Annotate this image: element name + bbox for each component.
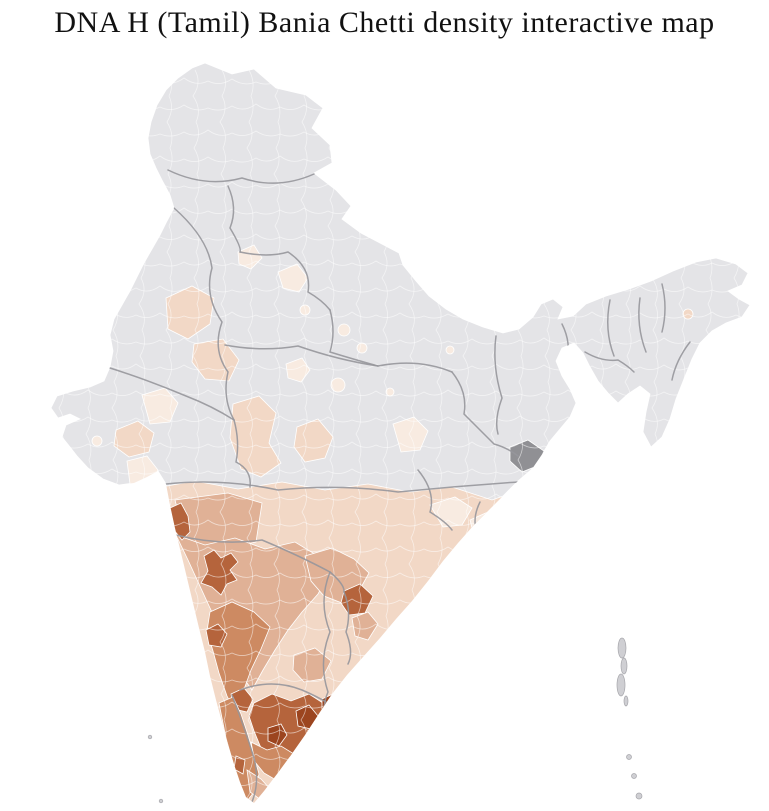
nicobar-dot-2[interactable] xyxy=(631,773,637,779)
region-rayalaseema[interactable] xyxy=(292,647,332,683)
region-mp-dot-1[interactable] xyxy=(330,377,346,393)
andaman-island-2[interactable] xyxy=(620,657,628,675)
region-pune-star[interactable] xyxy=(200,549,239,596)
region-gujarat-dot[interactable] xyxy=(91,435,103,447)
region-mp-patch-1[interactable] xyxy=(229,395,282,478)
region-rajasthan-patch-3[interactable] xyxy=(141,387,179,425)
region-delhi-patch[interactable] xyxy=(285,357,311,383)
region-jharkhand-patch[interactable] xyxy=(392,416,429,453)
page-title: DNA H (Tamil) Bania Chetti density inter… xyxy=(54,6,715,39)
region-rajasthan-patch-1[interactable] xyxy=(165,285,215,340)
andaman-island-4[interactable] xyxy=(623,695,629,707)
island-chain[interactable] xyxy=(147,637,643,804)
region-mp-patch-2[interactable] xyxy=(293,418,334,463)
lakshadweep-dot-2[interactable] xyxy=(158,798,164,804)
region-bihar-dot[interactable] xyxy=(445,345,455,355)
region-up-patch-1[interactable] xyxy=(277,263,309,293)
state-borders xyxy=(109,169,691,803)
lakshadweep-dot-1[interactable] xyxy=(147,734,153,740)
andaman-island-3[interactable] xyxy=(616,673,626,697)
nicobar-dot-1[interactable] xyxy=(626,754,632,760)
region-up-dot-3[interactable] xyxy=(356,342,368,354)
choropleth-regions xyxy=(51,69,750,803)
nicobar-dot-3[interactable] xyxy=(635,792,643,800)
andaman-island-1[interactable] xyxy=(617,637,627,659)
region-up-dot-1[interactable] xyxy=(337,323,351,337)
